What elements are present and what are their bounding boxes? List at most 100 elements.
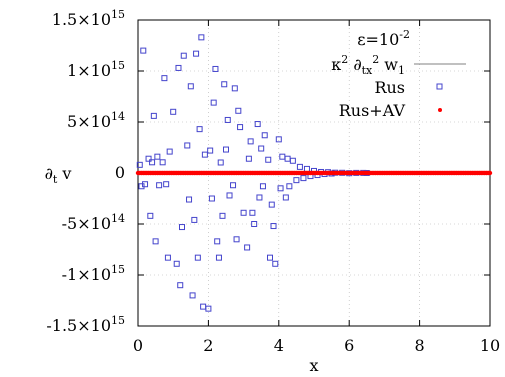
legend-label-kappa: κ2 ∂tx2 w1 — [331, 53, 405, 77]
rus-point — [142, 181, 149, 188]
y-tick-label: -1.5×1015 — [46, 314, 125, 335]
x-tick-label: 2 — [203, 336, 213, 355]
rus-point — [296, 163, 303, 170]
rus-point — [303, 165, 310, 172]
rus-point — [194, 254, 201, 261]
y-axis-label: ∂t v — [45, 164, 72, 186]
legend-label-rus-av: Rus+AV — [339, 101, 406, 120]
rus-point — [235, 107, 242, 114]
rus-point — [196, 126, 203, 133]
rus-point — [212, 65, 219, 72]
rus-point — [200, 303, 207, 310]
rus-point — [154, 153, 161, 160]
annotation-epsilon: ε=10-2 — [357, 28, 410, 49]
rus-point — [224, 116, 231, 123]
legend-label-rus: Rus — [374, 78, 405, 97]
rus-point — [207, 147, 214, 154]
x-tick-labels: 0 2 4 6 8 10 — [133, 336, 500, 355]
rus-point — [180, 52, 187, 59]
rus-point — [136, 161, 143, 168]
rus-point — [214, 238, 221, 245]
rus-point — [147, 212, 154, 219]
series-rus — [136, 34, 370, 312]
rus-point — [286, 183, 293, 190]
rus-point — [189, 292, 196, 299]
x-tick-label: 0 — [133, 336, 143, 355]
rus-point — [145, 155, 152, 162]
rus-point — [272, 260, 279, 267]
legend-marker-rus-av — [438, 108, 442, 112]
rus-point — [208, 195, 215, 202]
x-tick-label: 6 — [344, 336, 354, 355]
rus-point — [270, 223, 277, 230]
y-tick-label: 1.5×1015 — [52, 8, 125, 29]
rus-point — [245, 155, 252, 162]
rus-point — [268, 201, 275, 208]
x-axis-label: x — [309, 356, 318, 375]
x-tick-label: 8 — [415, 336, 425, 355]
rus-point — [221, 81, 228, 88]
rus-point — [150, 112, 157, 119]
y-tick-label: 5×1014 — [67, 110, 125, 131]
rus-point — [179, 224, 185, 231]
rus-point — [191, 216, 198, 223]
rus-point — [223, 146, 229, 153]
y-tick-label: -1×1015 — [62, 263, 125, 284]
rus-point — [282, 194, 289, 201]
rus-point — [215, 254, 222, 261]
rus-point — [300, 175, 307, 182]
rus-point — [140, 47, 147, 54]
rus-point — [163, 181, 170, 188]
y-tick-label: 0 — [115, 163, 125, 182]
rus-point — [237, 124, 244, 131]
legend: ε=10-2 κ2 ∂tx2 w1 Rus Rus+AV — [331, 28, 466, 120]
rus-point — [267, 254, 273, 261]
series-rus-av — [135, 170, 493, 176]
rus-point — [247, 138, 254, 145]
rus-point — [219, 212, 226, 219]
rus-point — [226, 192, 233, 199]
rus-point — [170, 108, 177, 115]
legend-marker-rus — [436, 83, 443, 90]
y-tick-label: 1×1015 — [67, 59, 125, 80]
rus-point — [186, 196, 193, 203]
rus-point — [161, 75, 168, 82]
rus-point — [164, 254, 171, 261]
rus-point — [275, 136, 282, 143]
rus-point — [187, 83, 194, 90]
y-tick-labels: 1.5×1015 1×1015 5×1014 0 -5×1014 -1×1015 -1.5×… — [46, 8, 125, 335]
rus-point — [233, 236, 240, 243]
rus-point — [159, 159, 166, 166]
rus-point — [254, 121, 261, 128]
rus-point — [277, 185, 284, 192]
rus-point — [289, 157, 296, 164]
rus-point — [256, 194, 263, 201]
x-tick-label: 10 — [480, 336, 500, 355]
rus-point — [210, 99, 217, 106]
rus-point — [198, 34, 205, 41]
rus-point — [152, 238, 159, 245]
rus-point — [279, 153, 286, 160]
rus-point — [259, 183, 266, 190]
rus-point — [231, 85, 238, 92]
rus-point — [293, 177, 300, 184]
rus-point — [156, 182, 163, 189]
rus-point — [251, 221, 258, 227]
rus-point — [265, 156, 272, 163]
y-tick-label: -5×1014 — [62, 212, 125, 233]
rus-av-point — [487, 170, 493, 176]
rus-point — [249, 209, 256, 216]
rus-point — [193, 50, 200, 57]
rus-point — [166, 148, 173, 155]
rus-point — [230, 182, 237, 189]
rus-point — [244, 244, 251, 251]
rus-point — [284, 155, 291, 162]
rus-point — [205, 305, 212, 312]
rus-point — [173, 260, 180, 267]
rus-point — [201, 151, 208, 158]
rus-point — [177, 282, 184, 289]
rus-point — [240, 209, 247, 216]
rus-point — [217, 159, 224, 166]
x-tick-label: 4 — [274, 336, 284, 355]
